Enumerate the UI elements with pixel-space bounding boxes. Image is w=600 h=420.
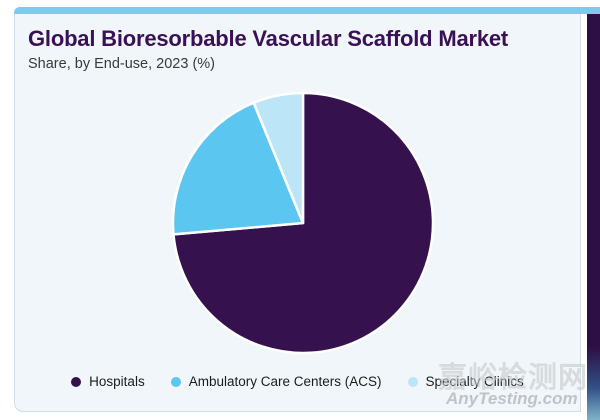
- watermark-anytesting-text: AnyTesting.com: [446, 389, 578, 408]
- pie-slice-ambulatory-care-centers-acs: [171, 101, 305, 236]
- pie-chart: [171, 91, 435, 355]
- legend-item-hospitals: Hospitals: [71, 374, 145, 389]
- legend-label-specialty: Specialty Clinics: [425, 374, 524, 389]
- chart-title: Global Bioresorbable Vascular Scaffold M…: [28, 26, 509, 51]
- pie-chart-area: [158, 78, 448, 368]
- adjacent-image-edge-strip: [587, 14, 600, 420]
- legend-dot-ambulatory-icon: [170, 376, 181, 387]
- chart-subtitle: Share, by End-use, 2023 (%): [28, 56, 215, 72]
- legend-dot-specialty-icon: [407, 376, 418, 387]
- legend: Hospitals Ambulatory Care Centers (ACS) …: [15, 374, 580, 389]
- legend-item-ambulatory-care-centers: Ambulatory Care Centers (ACS): [170, 374, 382, 389]
- legend-label-ambulatory: Ambulatory Care Centers (ACS): [188, 374, 382, 389]
- card-top-accent-bar: [14, 7, 600, 14]
- chart-card: Global Bioresorbable Vascular Scaffold M…: [14, 14, 581, 412]
- legend-dot-hospitals-icon: [71, 376, 82, 387]
- pie-slice-specialty-clinics: [252, 91, 305, 225]
- legend-item-specialty-clinics: Specialty Clinics: [407, 374, 524, 389]
- legend-label-hospitals: Hospitals: [89, 374, 145, 389]
- watermark-chinese-text: 嘉峪检测网: [438, 362, 589, 394]
